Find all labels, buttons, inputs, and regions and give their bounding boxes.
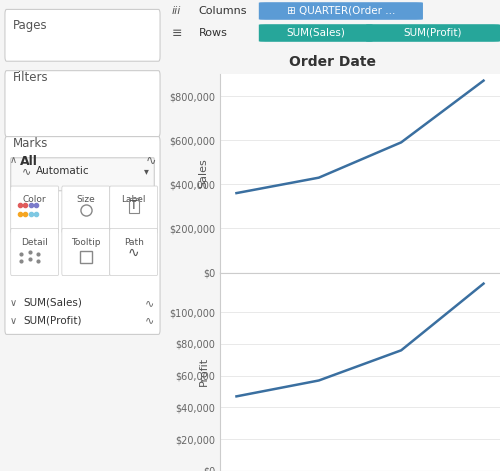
Text: Size: Size (76, 195, 95, 204)
Text: ∿: ∿ (22, 166, 31, 176)
Text: ∿: ∿ (128, 246, 140, 260)
Text: Color: Color (23, 195, 46, 204)
Text: T: T (130, 199, 138, 212)
Text: ∿: ∿ (145, 298, 154, 308)
Text: ∨: ∨ (10, 316, 17, 325)
FancyBboxPatch shape (259, 24, 372, 42)
Text: Detail: Detail (21, 238, 48, 247)
Text: iii: iii (172, 6, 181, 16)
Text: ⊞ QUARTER(Order ...: ⊞ QUARTER(Order ... (286, 6, 395, 16)
FancyBboxPatch shape (10, 158, 154, 191)
FancyBboxPatch shape (62, 228, 110, 276)
Text: Marks: Marks (13, 137, 49, 150)
Text: Filters: Filters (13, 71, 49, 84)
Text: All: All (20, 155, 38, 169)
Text: ∿: ∿ (145, 155, 156, 169)
FancyBboxPatch shape (5, 9, 160, 61)
Text: Pages: Pages (13, 19, 48, 32)
Text: SUM(Sales): SUM(Sales) (23, 298, 82, 308)
Text: Rows: Rows (198, 28, 228, 38)
Text: ∿: ∿ (145, 316, 154, 325)
Text: SUM(Profit): SUM(Profit) (23, 316, 82, 325)
Text: Path: Path (124, 238, 144, 247)
Text: ∨: ∨ (10, 298, 17, 308)
FancyBboxPatch shape (62, 186, 110, 233)
Text: Sales: Sales (198, 158, 208, 188)
Text: ∧: ∧ (10, 155, 17, 165)
Text: Order Date: Order Date (289, 55, 376, 69)
FancyBboxPatch shape (10, 228, 58, 276)
FancyBboxPatch shape (5, 71, 160, 137)
Text: SUM(Sales): SUM(Sales) (286, 28, 345, 38)
Text: Label: Label (122, 195, 146, 204)
Text: Profit: Profit (198, 357, 208, 386)
FancyBboxPatch shape (110, 186, 158, 233)
FancyBboxPatch shape (259, 2, 423, 20)
Text: Columns: Columns (198, 6, 247, 16)
Text: SUM(Profit): SUM(Profit) (404, 28, 462, 38)
Text: Tooltip: Tooltip (71, 238, 101, 247)
FancyBboxPatch shape (5, 137, 160, 334)
Text: Automatic: Automatic (36, 166, 90, 176)
FancyBboxPatch shape (110, 228, 158, 276)
FancyBboxPatch shape (366, 24, 500, 42)
FancyBboxPatch shape (10, 186, 58, 233)
Text: ≡: ≡ (172, 26, 182, 40)
Text: ▾: ▾ (144, 166, 148, 176)
